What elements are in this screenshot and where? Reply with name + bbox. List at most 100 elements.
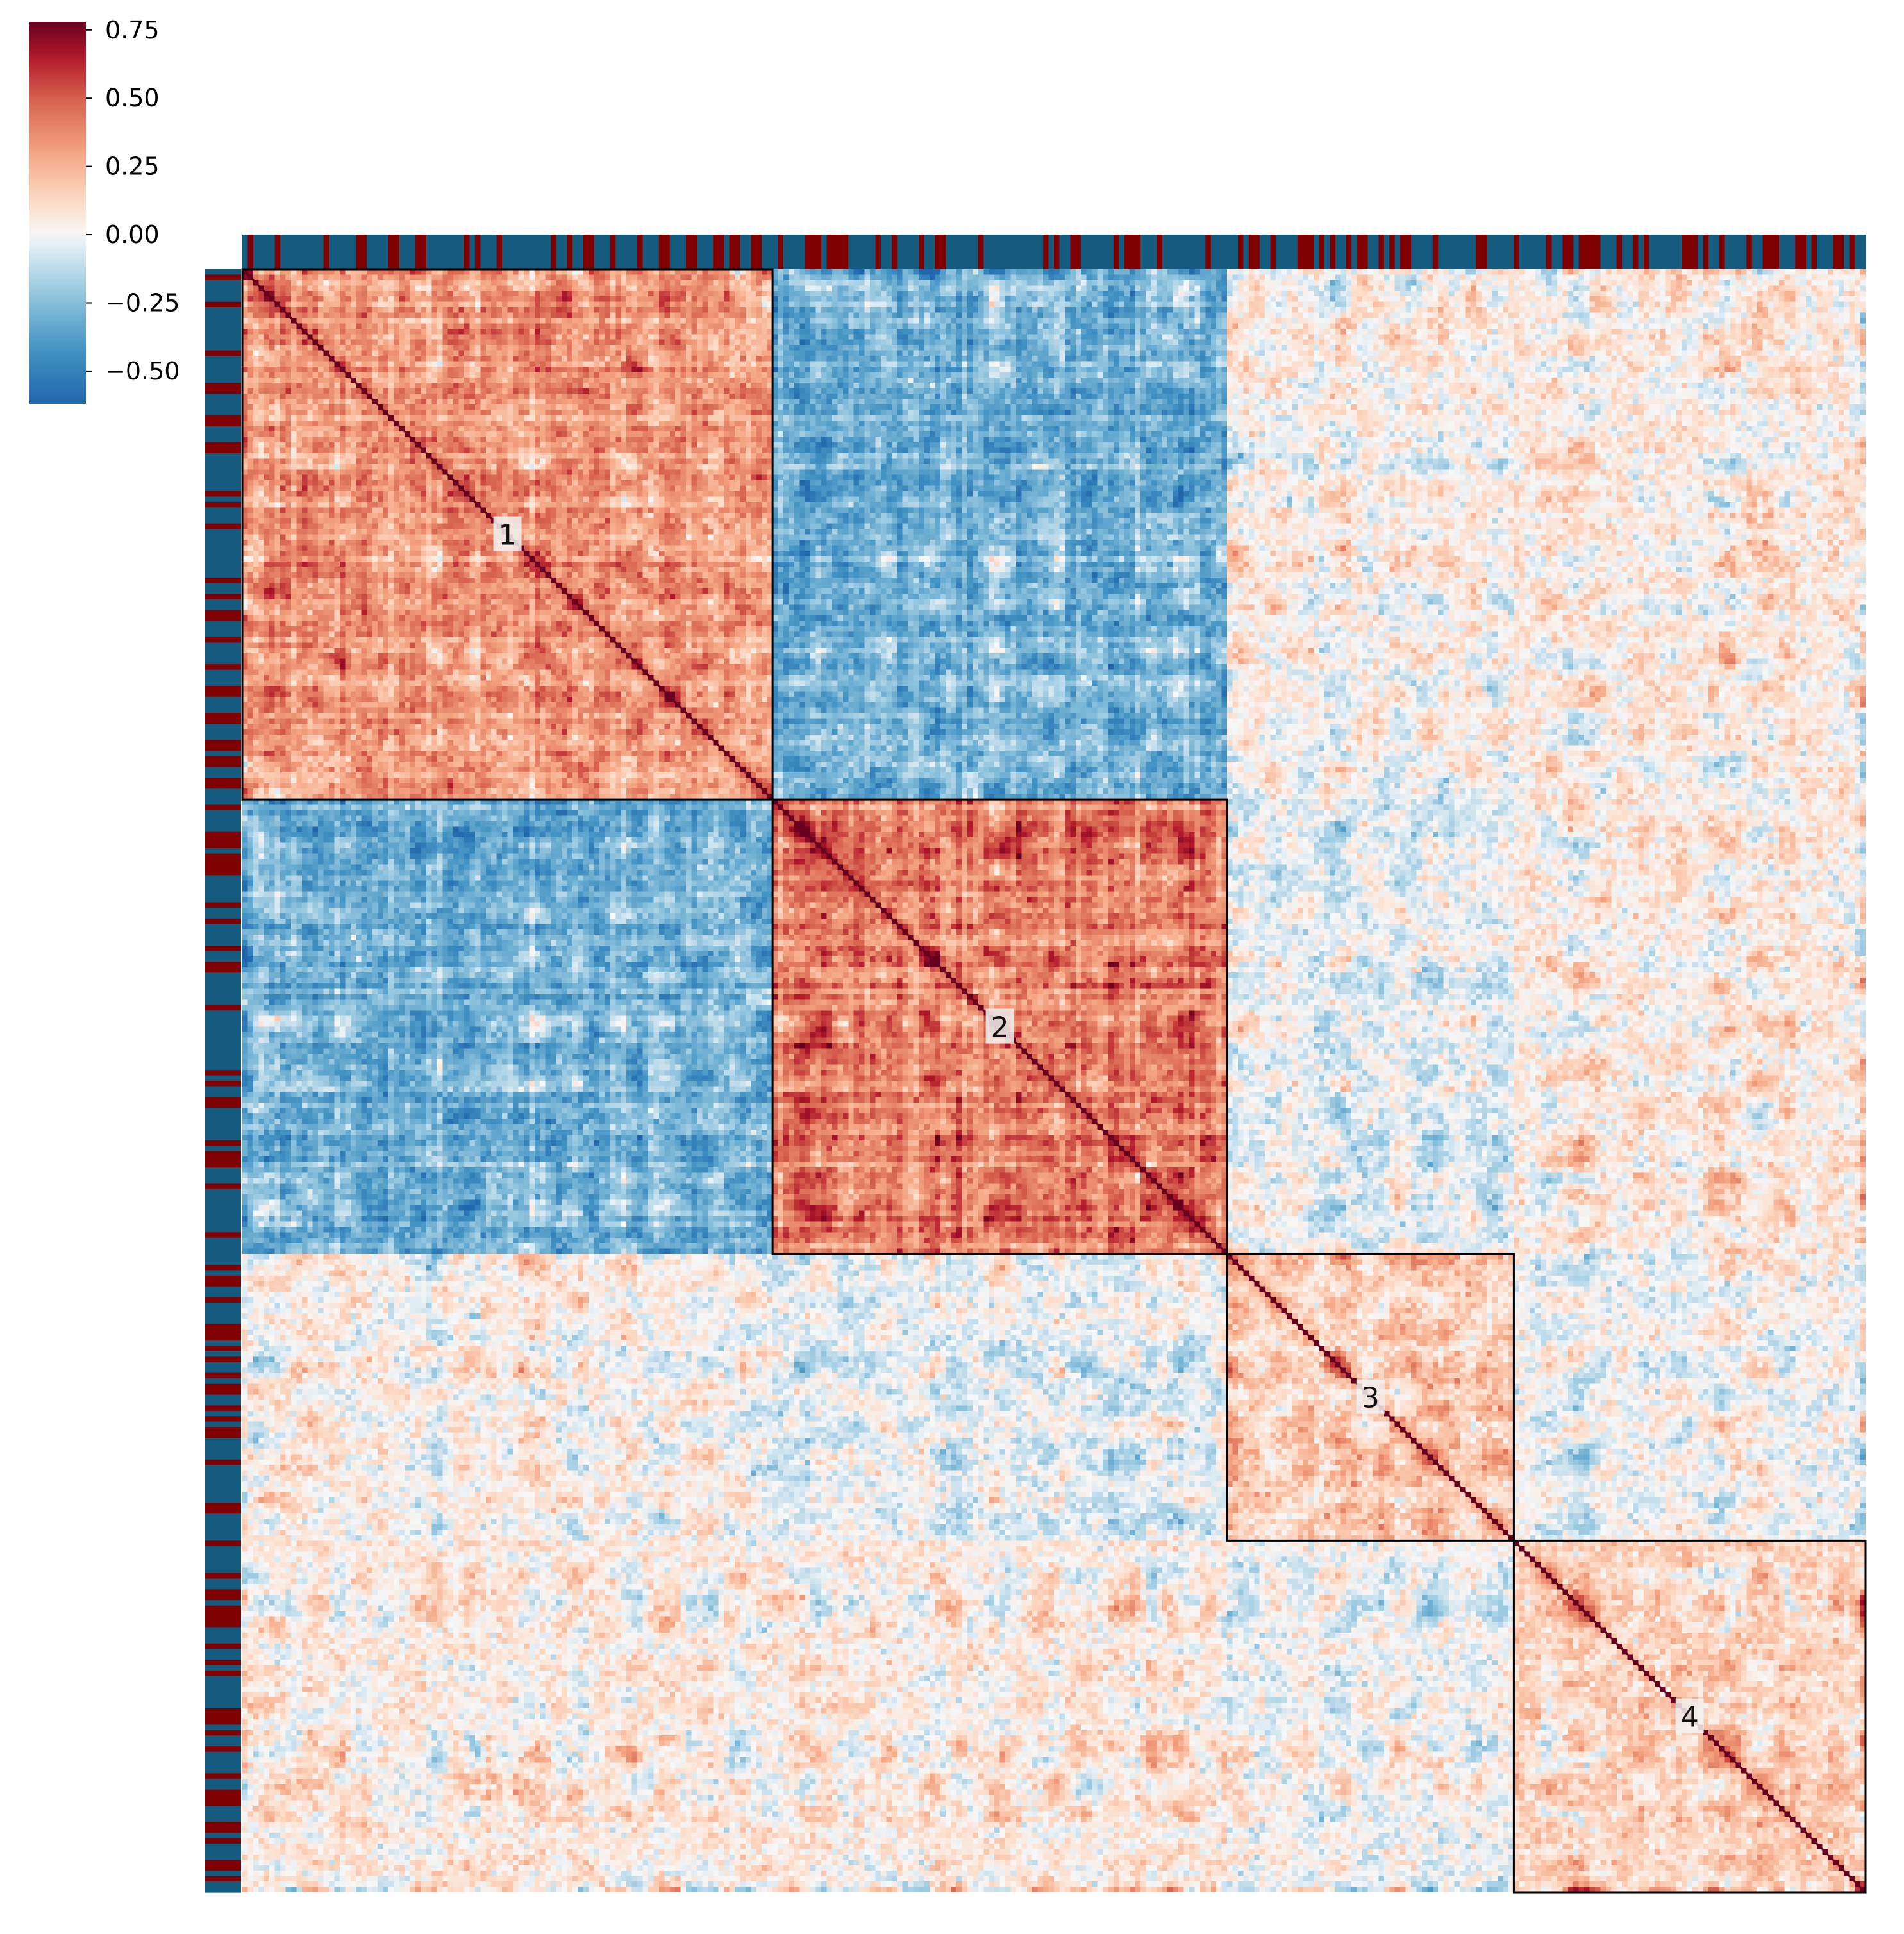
- column-annotation-cell: [745, 235, 751, 269]
- colorbar-ticks: 0.75 0.50 0.25 0.00 −0.25 −0.50: [86, 16, 180, 385]
- row-annotation-cell: [205, 1730, 241, 1736]
- row-annotation-cell: [205, 1205, 241, 1212]
- column-annotation-cell: [1351, 235, 1358, 269]
- row-annotation-cell: [205, 1519, 241, 1525]
- row-annotation-cell: [205, 1199, 241, 1206]
- row-annotation-cell: [205, 1687, 241, 1693]
- column-annotation-cell: [1389, 235, 1396, 269]
- row-annotation-cell: [205, 366, 241, 372]
- column-annotation-cell: [318, 235, 324, 269]
- column-annotation-cell: [870, 235, 876, 269]
- row-annotation-cell: [205, 875, 241, 881]
- column-annotation-cell: [1503, 235, 1509, 269]
- column-annotation-cell: [1421, 235, 1428, 269]
- row-annotation-cell: [205, 296, 241, 303]
- column-annotation-cell: [789, 235, 795, 269]
- row-annotation-cell: [205, 783, 241, 789]
- row-annotation-cell: [205, 772, 241, 778]
- row-annotation-cell: [205, 729, 241, 735]
- row-annotation-cell: [205, 290, 241, 297]
- column-annotation-cell: [853, 235, 860, 269]
- column-annotation-cell: [1789, 235, 1796, 269]
- column-annotation-cell: [507, 235, 514, 269]
- row-annotation-cell: [205, 388, 241, 394]
- row-annotation-cell: [205, 1805, 241, 1812]
- row-annotation-cell: [205, 1070, 241, 1076]
- column-annotation-cell: [924, 235, 930, 269]
- row-annotation-cell: [205, 1556, 241, 1563]
- column-annotation-cell: [631, 235, 638, 269]
- row-annotation-cell: [205, 1281, 241, 1287]
- column-annotation-cell: [1454, 235, 1460, 269]
- row-annotation-cell: [205, 1032, 241, 1038]
- column-annotation-cell: [1167, 235, 1174, 269]
- column-annotation-cell: [1660, 235, 1666, 269]
- row-annotation-cell: [205, 1313, 241, 1319]
- column-annotation-cell: [1183, 235, 1190, 269]
- column-annotation-cell: [567, 235, 573, 269]
- row-annotation-cell: [205, 1021, 241, 1028]
- row-annotation-cell: [205, 1530, 241, 1536]
- column-annotation-cell: [1292, 235, 1298, 269]
- row-annotation-cell: [205, 1108, 241, 1114]
- column-annotation-cell: [1210, 235, 1217, 269]
- row-annotation-cell: [205, 1367, 241, 1374]
- column-annotation-cell: [724, 235, 730, 269]
- column-annotation-cell: [1270, 235, 1276, 269]
- row-annotation-cell: [205, 1470, 241, 1476]
- column-annotation-cell: [1340, 235, 1347, 269]
- row-annotation-cell: [205, 1492, 241, 1498]
- column-annotation-cell: [1276, 235, 1282, 269]
- row-annotation-cell: [205, 1600, 241, 1606]
- column-annotation-cell: [1130, 235, 1136, 269]
- column-annotation-cell: [1248, 235, 1255, 269]
- column-annotation-cell: [610, 235, 616, 269]
- column-annotation-cell: [1346, 235, 1352, 269]
- row-annotation-cell: [205, 1216, 241, 1222]
- row-annotation-cell: [205, 1416, 241, 1422]
- row-annotation-cell: [205, 485, 241, 492]
- column-annotation-cell: [886, 235, 892, 269]
- colorbar-tick-label: 0.25: [105, 153, 160, 181]
- column-annotation-cell: [523, 235, 530, 269]
- column-annotation-cell: [1487, 235, 1493, 269]
- row-annotation-cell: [205, 1860, 241, 1866]
- row-annotation-cell: [205, 1221, 241, 1228]
- row-annotation-cell: [205, 826, 241, 833]
- row-annotation-cell: [205, 1713, 241, 1720]
- row-annotation-cell: [205, 1497, 241, 1503]
- row-annotation-cell: [205, 1871, 241, 1877]
- row-annotation-cell: [205, 453, 241, 459]
- column-annotation-cell: [1178, 235, 1185, 269]
- row-annotation-cell: [205, 740, 241, 746]
- row-annotation-cell: [205, 583, 241, 589]
- column-annotation-cell: [664, 235, 671, 269]
- column-annotation-cell: [1633, 235, 1639, 269]
- row-annotation-bar: [205, 269, 241, 1893]
- column-annotation-cell: [1037, 235, 1044, 269]
- column-annotation-cell: [1784, 235, 1791, 269]
- row-annotation-cell: [205, 1578, 241, 1585]
- row-annotation-cell: [205, 1194, 241, 1201]
- row-annotation-cell: [205, 858, 241, 865]
- row-annotation-cell: [205, 437, 241, 443]
- column-annotation-cell: [1557, 235, 1563, 269]
- cluster-label-background: [1675, 1698, 1704, 1733]
- row-annotation-cell: [205, 556, 241, 562]
- row-annotation-cell: [205, 1676, 241, 1682]
- column-annotation-cell: [1546, 235, 1553, 269]
- row-annotation-cell: [205, 1854, 241, 1860]
- column-annotation-cell: [1070, 235, 1076, 269]
- row-annotation-cell: [205, 956, 241, 962]
- column-annotation-cell: [1021, 235, 1028, 269]
- row-annotation-cell: [205, 274, 241, 281]
- row-annotation-cell: [205, 767, 241, 773]
- row-annotation-cell: [205, 1816, 241, 1822]
- column-annotation-cell: [1746, 235, 1753, 269]
- column-annotation-cell: [1638, 235, 1644, 269]
- column-annotation-cell: [805, 235, 811, 269]
- row-annotation-cell: [205, 1275, 241, 1281]
- column-annotation-cell: [1514, 235, 1520, 269]
- column-annotation-cell: [1616, 235, 1623, 269]
- column-annotation-cell: [1465, 235, 1471, 269]
